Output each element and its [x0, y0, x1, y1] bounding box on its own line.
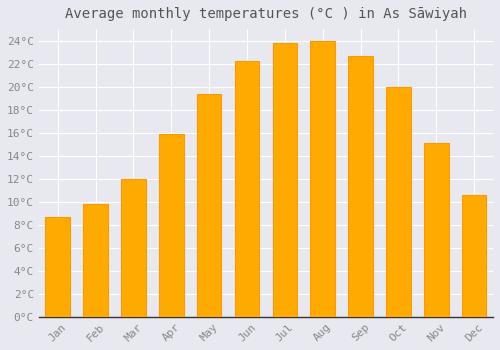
- Title: Average monthly temperatures (°C ) in As Sāwiyah: Average monthly temperatures (°C ) in As…: [65, 7, 467, 21]
- Bar: [46, 217, 70, 317]
- Bar: [462, 195, 486, 317]
- Bar: [159, 134, 184, 317]
- Bar: [234, 61, 260, 317]
- Bar: [310, 41, 335, 317]
- Bar: [121, 179, 146, 317]
- Bar: [272, 43, 297, 317]
- Bar: [424, 143, 448, 317]
- Bar: [84, 204, 108, 317]
- Bar: [348, 56, 373, 317]
- Bar: [386, 86, 410, 317]
- Bar: [197, 93, 222, 317]
